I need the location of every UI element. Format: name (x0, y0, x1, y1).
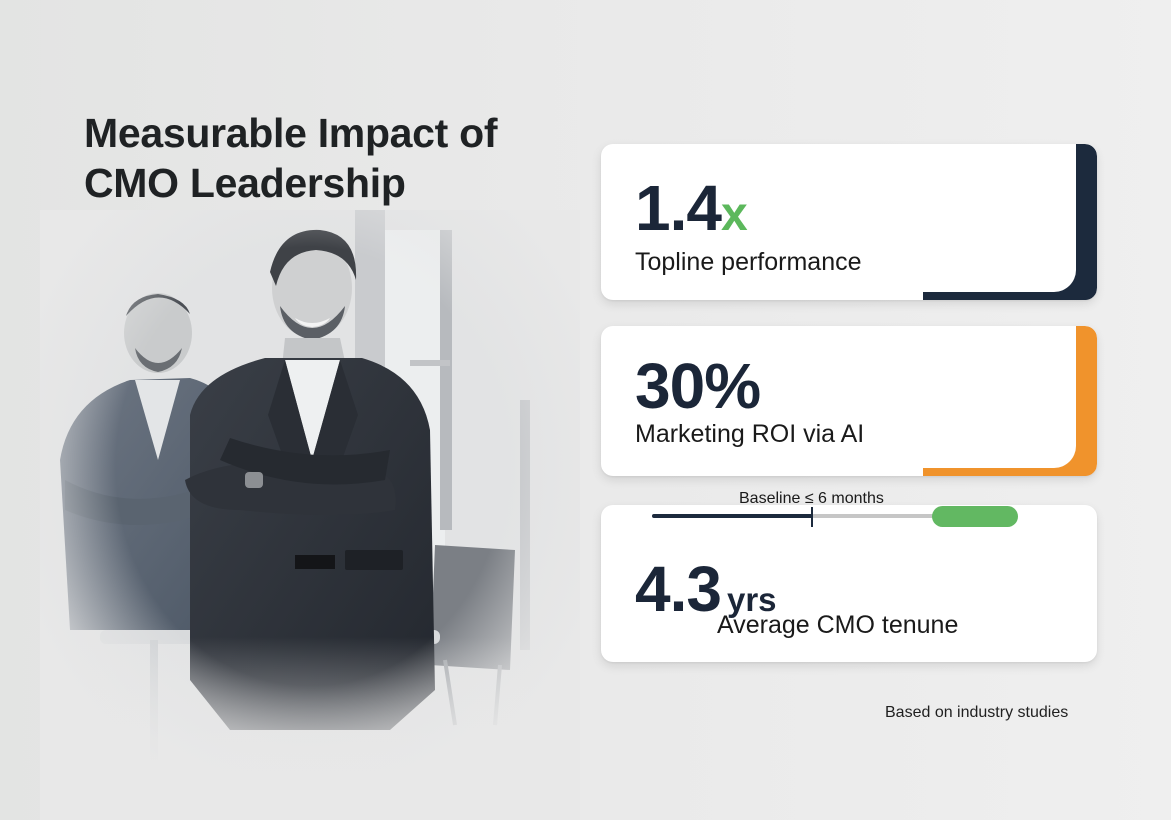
baseline-label: Baseline ≤ 6 months (739, 490, 884, 507)
title-line-1: Measurable Impact of (84, 110, 498, 156)
card-accent-corner (1054, 270, 1076, 292)
metric-label: Marketing ROI via AI (635, 420, 865, 448)
source-footnote: Based on industry studies (885, 704, 1069, 721)
metric-unit: x (720, 188, 748, 241)
metric-card-tenure: 4.3 yrs Average CMO tenune (601, 505, 1097, 662)
card-accent-corner (1054, 446, 1076, 468)
card-accent-right (1076, 144, 1097, 300)
metric-label: Average CMO tenune (717, 611, 959, 639)
baseline-track-filled (652, 514, 813, 518)
metric-number: 30% (635, 350, 761, 422)
card-accent-bottom (923, 468, 1097, 476)
metric-card-roi: 30% Marketing ROI via AI (601, 326, 1097, 476)
card-accent-right (1076, 326, 1097, 476)
metric-value: 1.4x (635, 176, 748, 247)
title-line-2: CMO Leadership (84, 160, 406, 206)
page-title: Measurable Impact of CMO Leadership (84, 108, 498, 208)
card-accent-bottom (923, 292, 1097, 300)
metric-unit: yrs (726, 581, 777, 618)
tenure-range-pill (932, 506, 1018, 527)
metric-number: 1.4 (635, 172, 722, 244)
metric-card-topline: 1.4x Topline performance (601, 144, 1097, 300)
baseline-track-remaining (812, 514, 937, 518)
metric-value: 4.3 yrs (635, 557, 777, 632)
metric-value: 30% (635, 354, 761, 418)
leadership-photo (40, 210, 580, 820)
baseline-marker (811, 507, 813, 527)
metric-label: Topline performance (635, 248, 862, 276)
metric-number: 4.3 (635, 553, 722, 625)
